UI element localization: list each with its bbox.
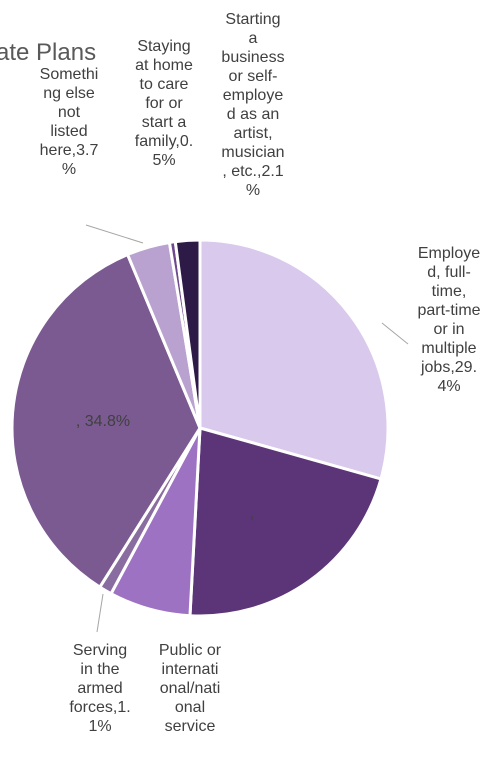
slice-label: Employe d, full-time, part-time or in multip…: [417, 245, 480, 395]
slice-label: , 34.8%: [76, 413, 130, 430]
slice-label: Starting a business or self-employe d as an a…: [221, 11, 284, 199]
pie-slice: [198, 238, 390, 481]
pie-slice: [188, 426, 383, 618]
slice-label: Serving in the armed forces,1. 1%: [69, 642, 130, 735]
pie-slices: [10, 238, 390, 618]
pie-slice: [173, 238, 202, 429]
leader-lines: [85, 224, 409, 633]
chart-title: ate Plans: [0, 39, 96, 66]
leader-line: [85, 224, 144, 244]
slice-label: ,: [250, 505, 254, 522]
leader-line: [381, 322, 409, 345]
leader-line: [96, 593, 104, 633]
slice-label: Staying at home to care for or start a family…: [135, 38, 193, 169]
slice-label: Public or internati onal/nati onal service: [159, 642, 222, 735]
slice-label: Somethi ng else not listed here,3.7%: [40, 66, 99, 178]
pie-slice: [10, 252, 202, 590]
slice-labels: Employe d, full-time, part-time or in multip…: [40, 11, 481, 735]
